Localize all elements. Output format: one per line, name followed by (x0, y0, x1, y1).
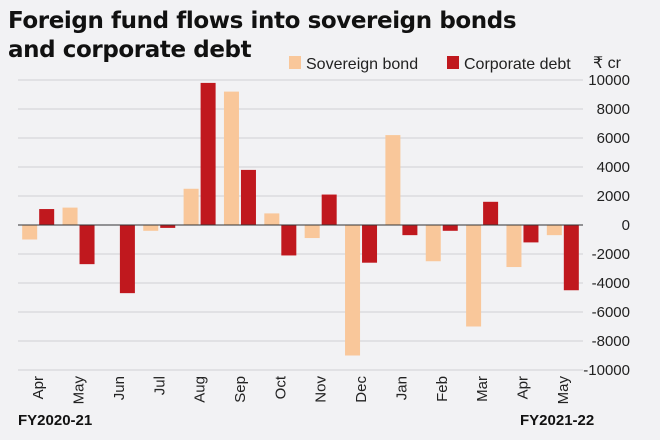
bar-corporate-debt-apr (39, 209, 55, 225)
y-tick-label: 6000 (597, 130, 630, 147)
y-tick-label: 0 (622, 217, 630, 234)
x-tick-label: Mar (474, 376, 491, 402)
x-tick-label: Jun (111, 376, 128, 400)
bar-corporate-debt-may (563, 225, 579, 291)
bar-corporate-debt-feb (442, 225, 458, 231)
legend: Sovereign bond Corporate debt (289, 56, 571, 73)
x-tick-label: Jan (393, 376, 410, 400)
bar-sovereign-bond-may (62, 207, 78, 225)
bar-sovereign-bond-aug (183, 188, 199, 225)
x-tick-label: Sep (232, 376, 249, 403)
x-tick-label: Oct (272, 375, 289, 399)
bar-sovereign-bond-may (546, 225, 562, 236)
bar-sovereign-bond-jan (385, 135, 401, 225)
y-tick-label: 10000 (588, 72, 630, 89)
x-tick-label: Apr (30, 376, 47, 399)
bar-corporate-debt-oct (281, 225, 297, 256)
bar-sovereign-bond-nov (304, 225, 320, 239)
legend-swatch-corporate-debt (447, 56, 459, 69)
bar-sovereign-bond-apr (506, 225, 522, 268)
x-tick-label: May (555, 376, 572, 405)
y-tick-label: -2000 (592, 246, 630, 263)
bar-corporate-debt-nov (321, 194, 337, 225)
bar-corporate-debt-jun (119, 225, 135, 294)
x-tick-label: Aug (192, 376, 209, 403)
y-tick-label: -6000 (592, 304, 630, 321)
x-tick-label: Nov (313, 376, 330, 403)
bar-sovereign-bond-dec (345, 225, 361, 356)
bar-corporate-debt-sep (240, 169, 256, 225)
chart-title-line-2: and corporate debt (8, 37, 252, 63)
legend-label-corporate-debt: Corporate debt (464, 56, 571, 73)
x-tick-label: Jul (151, 376, 168, 395)
gridlines (18, 79, 583, 371)
bar-corporate-debt-dec (362, 225, 378, 263)
bar-corporate-debt-aug (200, 82, 216, 226)
bar-corporate-debt-apr (523, 225, 539, 243)
bar-corporate-debt-jul (160, 225, 176, 228)
bar-sovereign-bond-sep (223, 91, 239, 225)
bar-corporate-debt-may (79, 225, 95, 265)
bar-sovereign-bond-feb (425, 225, 441, 262)
y-tick-label: -4000 (592, 275, 630, 292)
bar-sovereign-bond-oct (264, 213, 280, 225)
y-tick-label: -10000 (583, 362, 630, 379)
legend-label-sovereign-bond: Sovereign bond (306, 56, 418, 73)
y-tick-label: 8000 (597, 101, 630, 118)
bars (22, 82, 579, 356)
bar-sovereign-bond-mar (466, 225, 482, 327)
fiscal-year-label-end: FY2021-22 (520, 412, 594, 429)
y-axis-ticks: -10000 -8000 -6000 -4000 -2000 0 2000 4000 6000 8… (583, 72, 630, 379)
chart-title-line-1: Foreign fund flows into sovereign bonds (8, 8, 516, 34)
x-tick-label: May (71, 376, 88, 405)
legend-swatch-sovereign-bond (289, 56, 301, 69)
y-axis-unit: ₹ cr (593, 55, 622, 72)
fiscal-year-label-start: FY2020-21 (18, 412, 92, 429)
bar-corporate-debt-jan (402, 225, 418, 236)
bar-sovereign-bond-apr (22, 225, 38, 240)
x-tick-label: Dec (353, 376, 370, 403)
bar-corporate-debt-mar (483, 201, 499, 225)
y-tick-label: 2000 (597, 188, 630, 205)
x-axis-ticks: Apr May Jun Jul Aug Sep Oct Nov Dec Jan Feb Mar Apr M… (30, 375, 572, 404)
y-tick-label: 4000 (597, 159, 630, 176)
x-tick-label: Apr (514, 376, 531, 399)
bar-sovereign-bond-jul (143, 225, 159, 231)
y-tick-label: -8000 (592, 333, 630, 350)
x-tick-label: Feb (434, 376, 451, 402)
